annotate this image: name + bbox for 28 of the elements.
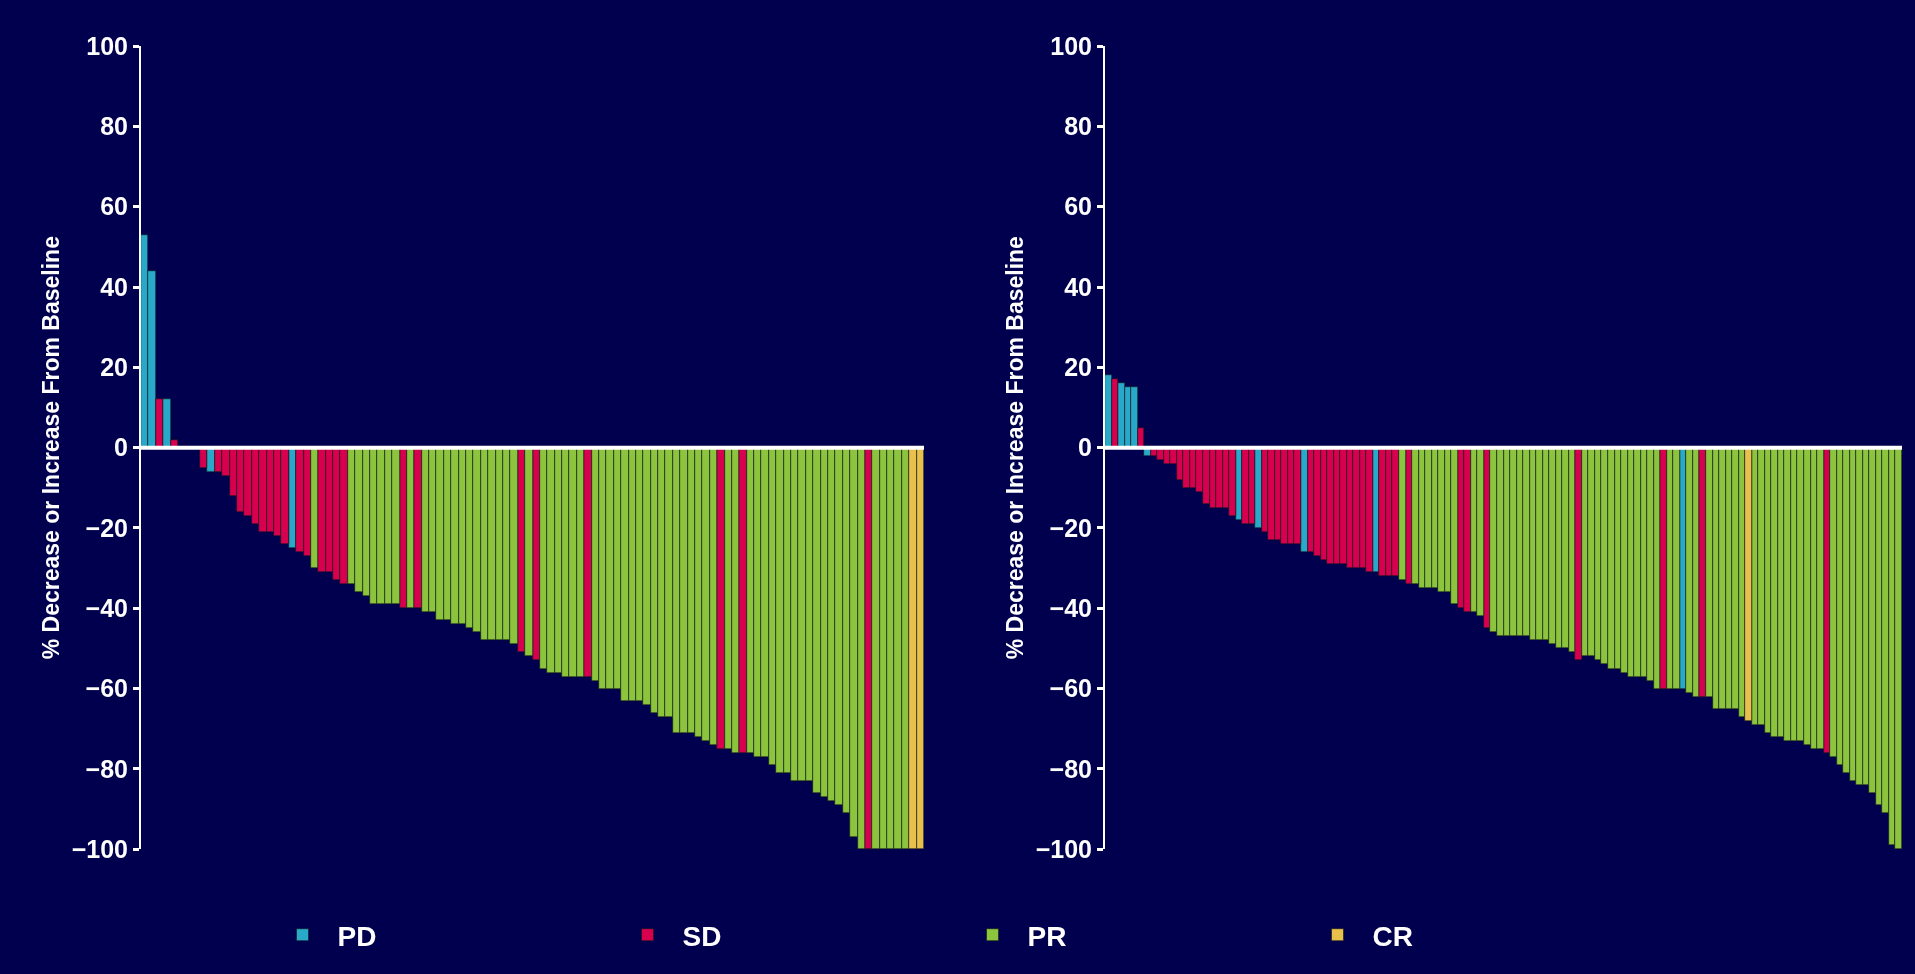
- legend-label: SD: [682, 920, 722, 952]
- y-tick-label: 20: [1064, 353, 1092, 382]
- y-tick-label: −20: [1049, 513, 1092, 542]
- legend-label: CR: [1372, 920, 1413, 952]
- legend-label: PD: [337, 920, 377, 952]
- y-tick-label: −80: [85, 754, 128, 783]
- y-tick-label: 60: [1064, 192, 1092, 221]
- y-tick-label: −40: [1049, 594, 1092, 623]
- y-tick-label: −60: [1049, 674, 1092, 703]
- y-tick-label: 20: [100, 353, 128, 382]
- y-tick-label: −20: [85, 513, 128, 542]
- y-axis-title: % Decrease or Increase From Baseline: [1001, 236, 1028, 660]
- y-tick-label: 80: [1064, 112, 1092, 141]
- y-tick-label: 40: [1064, 272, 1092, 301]
- y-tick-label: −60: [85, 674, 128, 703]
- y-tick-label: 0: [1078, 433, 1092, 462]
- legend-label: PR: [1027, 920, 1067, 952]
- y-tick-label: 100: [1050, 31, 1092, 60]
- y-tick-label: −80: [1049, 754, 1092, 783]
- y-tick-label: 40: [100, 272, 128, 301]
- y-tick-label: −100: [71, 835, 128, 864]
- y-tick-label: 60: [100, 192, 128, 221]
- y-tick-label: 100: [86, 31, 128, 60]
- y-tick-label: −40: [85, 594, 128, 623]
- y-tick-label: −100: [1035, 835, 1092, 864]
- y-tick-label: 0: [114, 433, 128, 462]
- y-tick-label: 80: [100, 112, 128, 141]
- y-axis-title: % Decrease or Increase From Baseline: [37, 236, 64, 660]
